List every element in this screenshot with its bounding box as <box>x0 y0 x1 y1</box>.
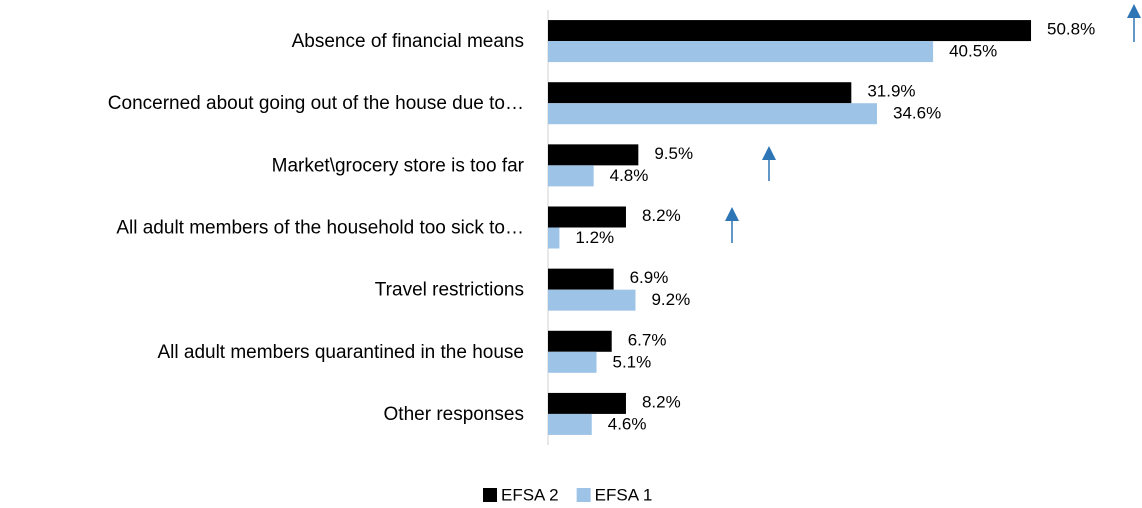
data-label: 4.6% <box>608 414 647 433</box>
y-tick-label: Market\grocery store is too far <box>272 155 525 176</box>
data-label: 1.2% <box>575 228 614 247</box>
arrow-head <box>1127 4 1141 18</box>
y-tick-label: Other responses <box>384 404 524 425</box>
data-label: 34.6% <box>893 104 941 123</box>
bar <box>548 227 560 249</box>
bar <box>548 289 636 311</box>
y-tick-label: All adult members quarantined in the hou… <box>157 342 524 363</box>
bar <box>548 330 612 352</box>
annotation-arrows <box>725 4 1141 243</box>
legend-label: EFSA 1 <box>595 485 653 504</box>
bar <box>548 20 1032 42</box>
y-tick-label: Travel restrictions <box>375 280 524 301</box>
bar <box>548 165 594 187</box>
data-label: 4.8% <box>610 166 649 185</box>
data-label: 8.2% <box>642 206 681 225</box>
data-label: 8.2% <box>642 392 681 411</box>
arrow-head <box>725 207 739 221</box>
bar <box>548 206 626 228</box>
bar <box>548 144 639 166</box>
bar <box>548 41 934 63</box>
bar <box>548 413 592 435</box>
y-tick-label: Concerned about going out of the house d… <box>108 93 524 114</box>
legend-swatch <box>483 488 497 502</box>
legend: EFSA 2 EFSA 1 <box>483 485 652 504</box>
data-label: 9.2% <box>651 290 690 309</box>
y-tick-label: All adult members of the household too s… <box>116 218 524 239</box>
bar <box>548 268 614 290</box>
bar <box>548 82 852 104</box>
legend-swatch <box>576 488 591 502</box>
legend-label: EFSA 2 <box>501 485 559 504</box>
data-label: 5.1% <box>612 352 651 371</box>
data-label: 31.9% <box>867 82 915 101</box>
y-tick-label: Absence of financial means <box>292 31 524 52</box>
data-label: 50.8% <box>1047 20 1095 39</box>
bar <box>548 351 597 373</box>
bar <box>548 392 626 414</box>
arrow-head <box>762 146 776 160</box>
data-label: 6.9% <box>630 268 669 287</box>
data-label: 6.7% <box>628 330 667 349</box>
data-label: 40.5% <box>949 42 997 61</box>
bar <box>548 103 877 125</box>
data-label: 9.5% <box>654 144 693 163</box>
